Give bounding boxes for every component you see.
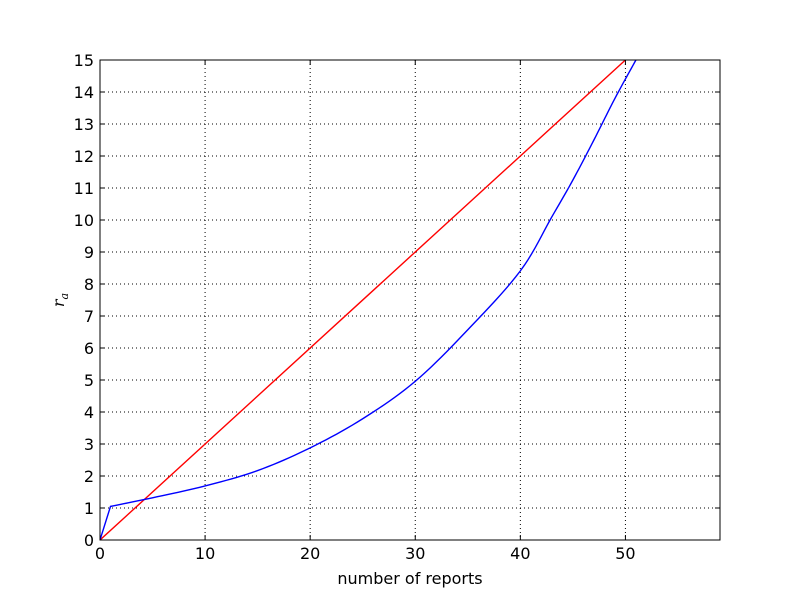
x-tick-label: 50: [615, 544, 635, 563]
x-axis-label: number of reports: [337, 569, 482, 588]
y-tick-label: 14: [74, 83, 94, 102]
y-tick-label: 3: [84, 435, 94, 454]
y-tick-label: 2: [84, 467, 94, 486]
y-tick-label: 8: [84, 275, 94, 294]
x-tick-label: 40: [510, 544, 530, 563]
blue-series-line: [100, 60, 637, 540]
x-tick-label: 10: [195, 544, 215, 563]
y-tick-label: 1: [84, 499, 94, 518]
y-axis-label: ra: [49, 293, 71, 307]
y-tick-label: 15: [74, 51, 94, 70]
grid: [99, 59, 720, 541]
series-group: [100, 60, 637, 540]
y-tick-label: 13: [74, 115, 94, 134]
y-tick-label: 0: [84, 531, 94, 550]
y-tick-label: 4: [84, 403, 94, 422]
x-tick-label: 30: [405, 544, 425, 563]
plot-frame: [99, 59, 721, 541]
y-axis-label-group: ra: [49, 293, 71, 307]
x-tick-label: 0: [95, 544, 105, 563]
y-axis-label-main: r: [49, 298, 68, 307]
y-tick-label: 10: [74, 211, 94, 230]
y-tick-label: 11: [74, 179, 94, 198]
red-series-line: [100, 60, 626, 540]
x-tick-label: 20: [300, 544, 320, 563]
y-tick-label: 7: [84, 307, 94, 326]
y-tick-label: 12: [74, 147, 94, 166]
y-tick-label: 9: [84, 243, 94, 262]
y-tick-label: 5: [84, 371, 94, 390]
ticks: [99, 59, 720, 541]
y-axis-label-subscript: a: [58, 293, 71, 300]
plot-area: [100, 60, 720, 540]
y-tick-label: 6: [84, 339, 94, 358]
